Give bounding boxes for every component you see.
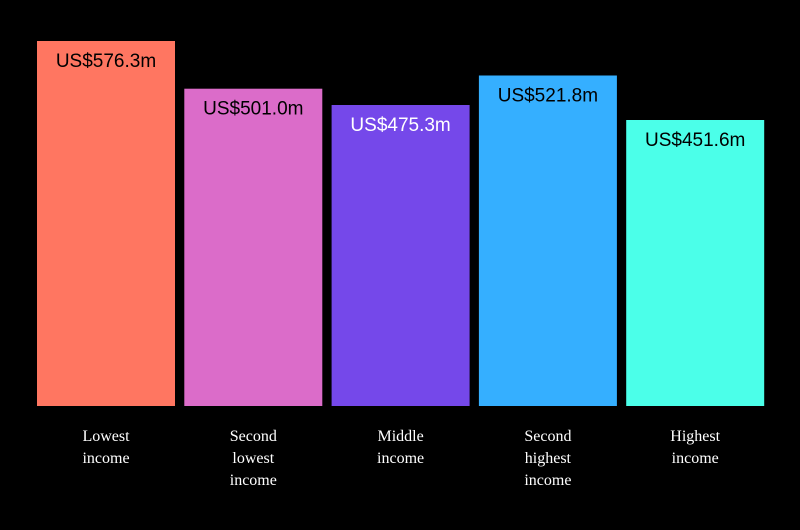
bar-1 — [184, 88, 323, 406]
category-label-1: Second lowest income — [230, 428, 277, 489]
bar-3 — [478, 75, 617, 406]
bar-value-label-4: US$451.6m — [645, 130, 745, 151]
bar-value-label-3: US$521.8m — [498, 86, 598, 107]
category-label-2: Middle income — [377, 428, 424, 467]
bar-0 — [37, 41, 175, 406]
bar-value-label-1: US$501.0m — [203, 99, 303, 120]
category-label-group: Lowest income Second lowest income Middle inco… — [82, 428, 720, 489]
bar-4 — [626, 120, 765, 406]
category-label-0: Lowest income — [82, 428, 130, 467]
bar-group — [37, 41, 765, 406]
category-label-3: Second highest income — [524, 428, 571, 489]
bar-value-label-2: US$475.3m — [350, 115, 450, 136]
category-label-4: Highest income — [670, 428, 720, 467]
value-label-group: US$576.3m US$501.0m US$475.3m US$521.8m US$4… — [56, 51, 746, 151]
bar-2 — [331, 105, 470, 406]
bar-value-label-0: US$576.3m — [56, 51, 156, 72]
